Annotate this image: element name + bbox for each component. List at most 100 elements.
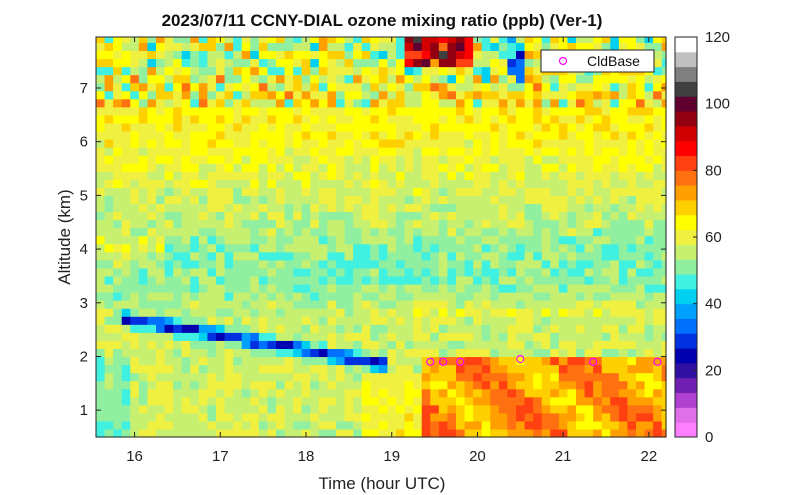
- heatmap-cell: [361, 356, 371, 366]
- heatmap-cell: [533, 396, 543, 406]
- heatmap-cell: [233, 292, 243, 301]
- heatmap-cell: [293, 372, 303, 382]
- heatmap-cell: [413, 139, 423, 148]
- heatmap-cell: [361, 372, 371, 382]
- heatmap-cell: [258, 74, 269, 84]
- heatmap-cell: [96, 187, 106, 196]
- heatmap-cell: [173, 259, 183, 269]
- heatmap-cell: [181, 316, 191, 325]
- heatmap-cell: [310, 195, 320, 205]
- heatmap-cell: [138, 114, 149, 124]
- heatmap-cell: [121, 195, 131, 205]
- heatmap-cell: [353, 243, 363, 253]
- heatmap-cell: [456, 332, 466, 341]
- heatmap-cell: [190, 372, 200, 382]
- heatmap-cell: [610, 179, 620, 188]
- colorbar-segment: [675, 185, 697, 201]
- heatmap-cell: [430, 308, 440, 317]
- heatmap-cell: [164, 114, 174, 124]
- heatmap-cell: [344, 37, 354, 43]
- heatmap-cell: [413, 251, 423, 261]
- heatmap-cell: [250, 187, 260, 196]
- heatmap-cell: [370, 203, 380, 213]
- heatmap-cell: [267, 308, 277, 317]
- heatmap-cell: [438, 300, 449, 309]
- heatmap-cell: [533, 211, 543, 221]
- heatmap-cell: [216, 275, 226, 285]
- heatmap-cell: [404, 251, 414, 261]
- heatmap-cell: [198, 163, 209, 172]
- heatmap-cell: [336, 428, 346, 438]
- heatmap-cell: [627, 106, 637, 116]
- heatmap-cell: [104, 211, 114, 221]
- heatmap-cell: [627, 42, 637, 52]
- heatmap-cell: [96, 428, 106, 438]
- heatmap-cell: [387, 243, 397, 253]
- heatmap-cell: [653, 90, 663, 100]
- heatmap-cell: [344, 106, 354, 116]
- heatmap-cell: [413, 243, 423, 253]
- heatmap-cell: [601, 243, 611, 253]
- heatmap-cell: [584, 163, 594, 172]
- heatmap-cell: [481, 372, 491, 382]
- heatmap-cell: [584, 98, 594, 108]
- heatmap-cell: [618, 171, 629, 180]
- heatmap-cell: [653, 42, 663, 52]
- heatmap-cell: [601, 42, 611, 52]
- heatmap-cell: [301, 90, 311, 100]
- heatmap-cell: [627, 90, 637, 100]
- heatmap-cell: [387, 90, 397, 100]
- heatmap-cell: [421, 179, 431, 188]
- heatmap-cell: [336, 348, 346, 358]
- heatmap-cell: [233, 219, 243, 229]
- heatmap-cell: [310, 356, 320, 366]
- heatmap-cell: [481, 74, 491, 84]
- heatmap-cell: [498, 122, 509, 132]
- heatmap-cell: [310, 171, 320, 180]
- heatmap-cell: [198, 227, 209, 237]
- heatmap-cell: [276, 37, 286, 43]
- heatmap-cell: [327, 139, 337, 148]
- heatmap-cell: [541, 90, 551, 100]
- heatmap-cell: [584, 211, 594, 221]
- heatmap-cell: [404, 292, 414, 301]
- heatmap-cell: [618, 283, 629, 293]
- heatmap-cell: [576, 203, 586, 213]
- heatmap-cell: [198, 106, 209, 116]
- heatmap-cell: [541, 372, 551, 382]
- heatmap-cell: [216, 171, 226, 180]
- heatmap-cell: [653, 50, 663, 60]
- heatmap-cell: [387, 324, 397, 333]
- heatmap-cell: [361, 114, 371, 124]
- heatmap-cell: [327, 155, 337, 164]
- heatmap-cell: [404, 235, 414, 245]
- heatmap-cell: [584, 356, 594, 366]
- heatmap-cell: [627, 267, 637, 277]
- heatmap-cell: [413, 292, 423, 301]
- heatmap-cell: [550, 171, 560, 180]
- heatmap-cell: [173, 292, 183, 301]
- heatmap-cell: [164, 66, 174, 76]
- heatmap-cell: [601, 122, 611, 132]
- heatmap-cell: [276, 396, 286, 406]
- heatmap-cell: [267, 388, 277, 398]
- heatmap-cell: [473, 66, 483, 76]
- heatmap-cell: [430, 219, 440, 229]
- heatmap-cell: [96, 243, 106, 253]
- heatmap-cell: [147, 211, 157, 221]
- heatmap-cell: [121, 179, 131, 188]
- heatmap-cell: [344, 179, 354, 188]
- heatmap-cell: [190, 58, 200, 68]
- heatmap-cell: [121, 122, 131, 132]
- heatmap-cell: [310, 58, 320, 68]
- heatmap-cell: [318, 259, 329, 269]
- heatmap-cell: [121, 396, 131, 406]
- heatmap-cell: [198, 195, 209, 205]
- heatmap-cell: [396, 171, 406, 180]
- heatmap-cell: [593, 292, 603, 301]
- heatmap-cell: [233, 203, 243, 213]
- heatmap-cell: [524, 275, 534, 285]
- heatmap-cell: [336, 380, 346, 390]
- heatmap-cell: [258, 412, 269, 422]
- heatmap-cell: [430, 58, 440, 68]
